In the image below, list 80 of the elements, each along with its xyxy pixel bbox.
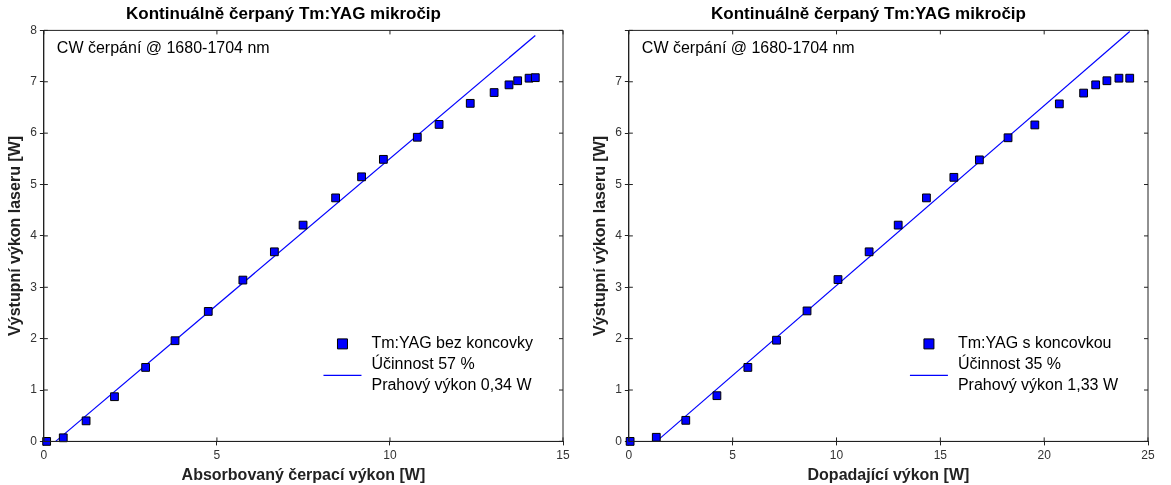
chart-title: Kontinuálně čerpaný Tm:YAG mikročip [126, 3, 441, 23]
point [378, 154, 388, 164]
point [1054, 99, 1064, 109]
x-tick-label: 0 [40, 447, 48, 462]
legend-label: Tm:YAG bez koncovky [371, 334, 533, 352]
point [412, 132, 422, 142]
point [504, 80, 514, 90]
y-tick-label: 0 [30, 433, 38, 448]
point [1114, 73, 1124, 83]
y-tick-label: 1 [615, 382, 623, 397]
point [1030, 120, 1040, 130]
point [743, 363, 753, 372]
x-tick-label: 15 [933, 447, 948, 462]
y-axis-title: Výstupní výkon laseru [W] [6, 135, 24, 336]
point [833, 275, 843, 284]
y-tick-label: 2 [30, 330, 38, 345]
point [1079, 88, 1089, 98]
y-tick-label: 6 [30, 125, 38, 140]
point [1003, 133, 1013, 143]
x-tick-label: 20 [1037, 447, 1052, 462]
point [975, 155, 984, 165]
point [1091, 80, 1101, 90]
point [81, 416, 91, 426]
y-tick-label: 8 [30, 22, 38, 37]
point [269, 247, 279, 257]
y-tick-label: 7 [30, 74, 38, 89]
point [42, 437, 52, 446]
y-tick-label: 0 [615, 433, 623, 448]
point [922, 193, 931, 203]
x-axis-title: Absorbovaný čerpací výkon [W] [181, 465, 426, 483]
point [893, 220, 903, 230]
point [110, 392, 119, 402]
point [949, 172, 959, 182]
point [238, 275, 248, 285]
y-tick-label: 3 [615, 279, 623, 294]
point [203, 307, 213, 316]
x-tick-label: 10 [829, 447, 844, 462]
x-axis-title: Dopadající výkon [W] [807, 465, 970, 483]
point [298, 220, 308, 230]
x-tick-label: 15 [556, 447, 570, 462]
point [489, 88, 499, 97]
x-tick-label: 5 [729, 447, 737, 462]
x-tick-label: 5 [213, 447, 221, 462]
x-tick-label: 25 [1141, 447, 1155, 462]
chart-title: Kontinuálně čerpaný Tm:YAG mikročip [711, 3, 1026, 23]
y-tick-label: 1 [30, 382, 38, 397]
point [772, 335, 781, 345]
point [357, 172, 366, 182]
y-tick-label: 4 [30, 228, 38, 243]
legend-label: Účinnost 57 % Prahový výkon 0,34 W [371, 354, 533, 394]
point [141, 363, 151, 372]
annotation: CW čerpání @ 1680-1704 nm [641, 38, 855, 56]
point [712, 391, 722, 401]
legend-label: Účinnost 35 % Prahový výkon 1,33 W [957, 354, 1119, 394]
point [465, 98, 475, 108]
point [530, 73, 540, 83]
x-tick-label: 0 [625, 447, 633, 462]
point [1102, 76, 1112, 86]
y-tick-label: 7 [615, 74, 623, 89]
x-tick-label: 10 [383, 447, 397, 462]
point [681, 415, 691, 425]
annotation: CW čerpání @ 1680-1704 nm [56, 38, 270, 56]
y-tick-label: 4 [615, 228, 623, 243]
y-tick-label: 6 [615, 125, 623, 140]
legend-label: Tm:YAG s koncovkou [957, 334, 1112, 352]
point [1125, 73, 1135, 83]
y-axis-title: Výstupní výkon laseru [W] [591, 135, 609, 336]
y-tick-label: 3 [30, 279, 38, 294]
point [170, 336, 180, 346]
point [651, 432, 661, 442]
point [58, 433, 68, 443]
y-tick-label: 2 [615, 330, 623, 345]
y-tick-label: 5 [30, 176, 38, 191]
point [625, 437, 635, 446]
point [513, 76, 523, 86]
point [434, 120, 444, 129]
y-tick-label: 5 [615, 176, 623, 191]
point [802, 306, 812, 316]
point [864, 247, 874, 257]
point [331, 193, 341, 203]
